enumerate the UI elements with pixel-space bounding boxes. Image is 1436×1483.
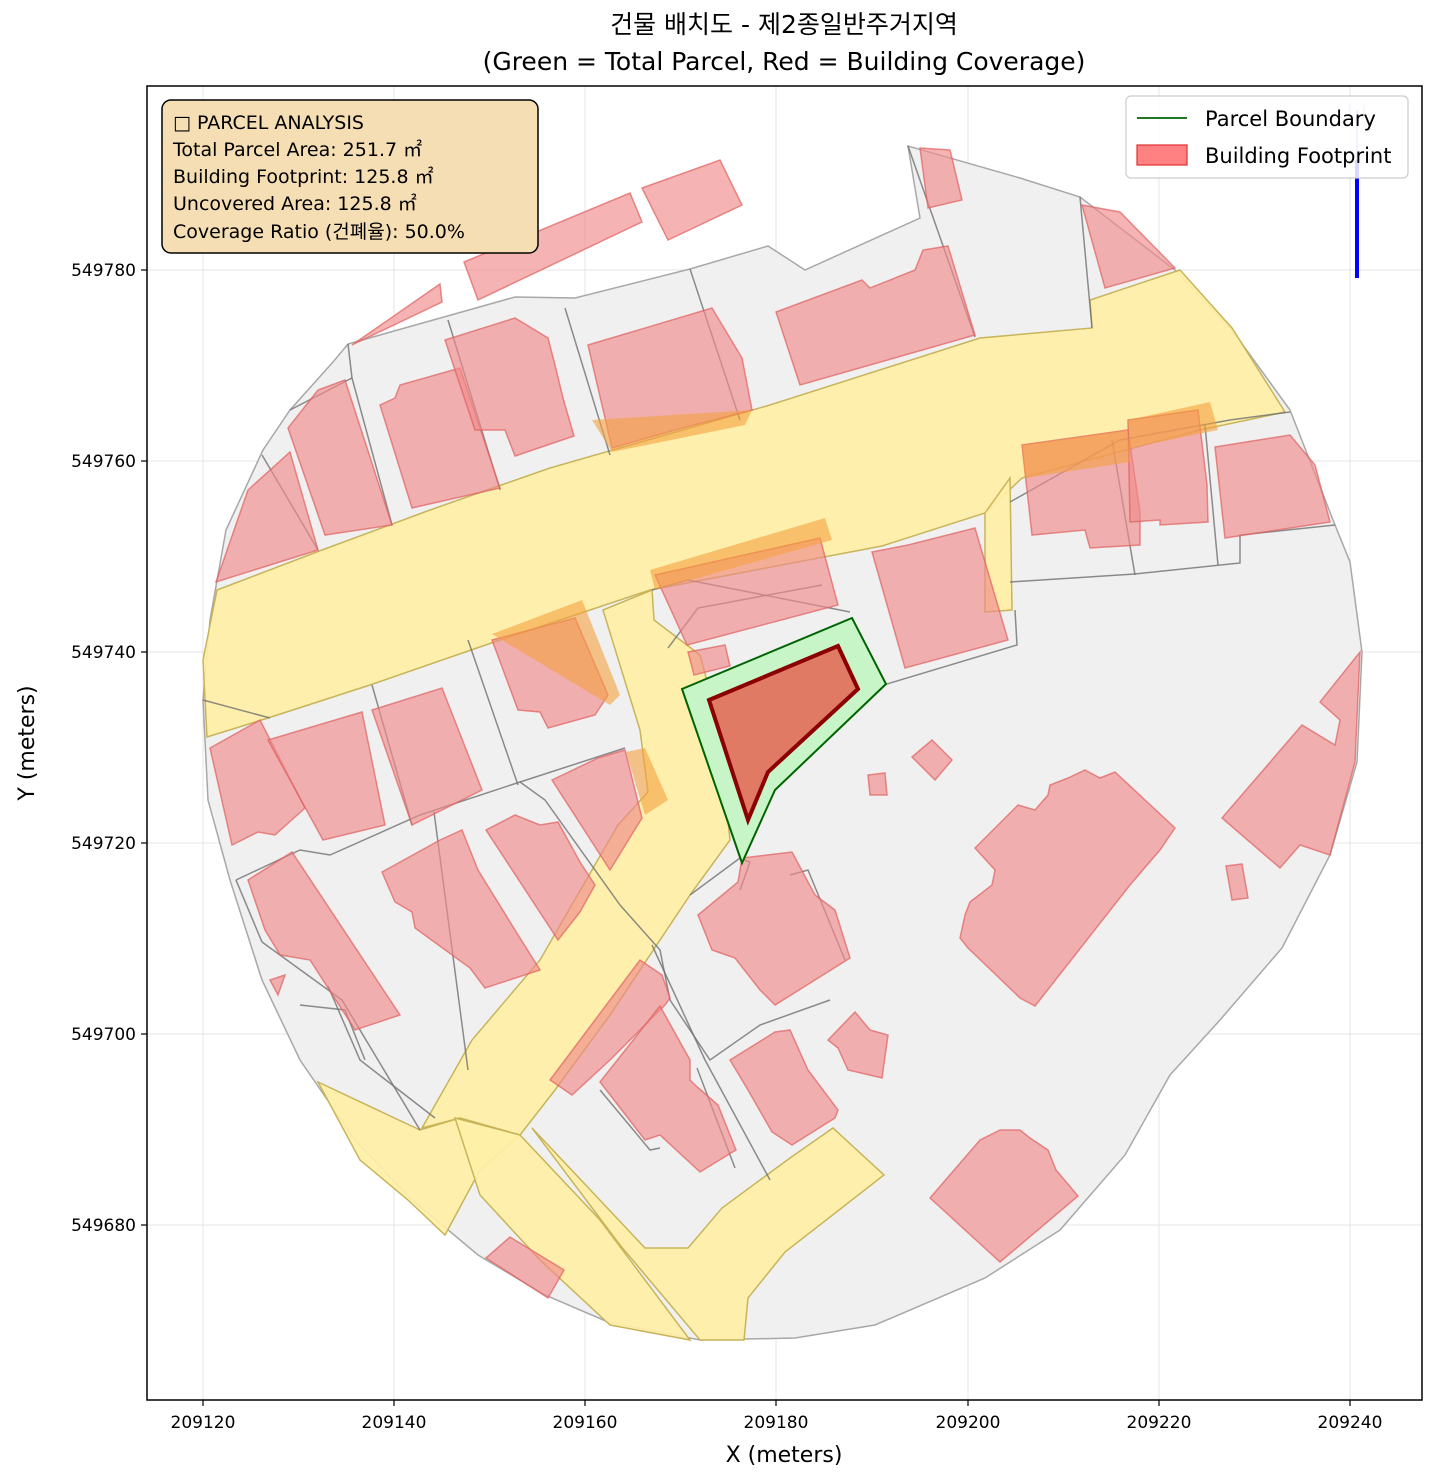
parcel-analysis-box: □ PARCEL ANALYSIS Total Parcel Area: 251… <box>161 99 539 254</box>
building <box>1080 204 1177 289</box>
x-tick-label: 209140 <box>362 1413 427 1433</box>
total-parcel-area: Total Parcel Area: 251.7 ㎡ <box>172 138 422 161</box>
x-tick-label: 209200 <box>936 1413 1001 1433</box>
building <box>247 850 402 1031</box>
x-tick-label: 209240 <box>1318 1413 1383 1433</box>
building <box>1220 649 1361 870</box>
y-tick-label: 549680 <box>71 1216 136 1236</box>
legend: Parcel Boundary Building Footprint <box>1125 95 1409 179</box>
legend-swatch-building <box>1136 144 1188 166</box>
building <box>775 245 976 386</box>
building-footprint[interactable] <box>706 643 861 826</box>
building <box>959 769 1176 1007</box>
legend-label-building: Building Footprint <box>1205 144 1391 168</box>
building <box>214 450 319 584</box>
y-tick-label: 549780 <box>71 261 136 281</box>
x-tick-label: 209120 <box>171 1413 236 1433</box>
x-tick-label: 209160 <box>553 1413 618 1433</box>
building <box>548 958 671 1096</box>
roads <box>202 269 1287 1342</box>
y-tick-label: 549740 <box>71 643 136 663</box>
context-buildings <box>209 147 1361 1300</box>
building-footprint-area: Building Footprint: 125.8 ㎡ <box>173 165 434 188</box>
coverage-ratio: Coverage Ratio (건폐율): 50.0% <box>173 221 465 243</box>
y-tick-label: 549700 <box>71 1025 136 1045</box>
building <box>287 379 393 536</box>
x-tick-label: 209180 <box>744 1413 809 1433</box>
building <box>1214 434 1331 539</box>
building <box>687 644 731 676</box>
building <box>599 1004 737 1173</box>
road-south-diagonal <box>453 1116 692 1342</box>
building <box>266 711 386 841</box>
plot-area <box>146 85 1423 1401</box>
uncovered-area: Uncovered Area: 125.8 ㎡ <box>173 192 417 215</box>
y-tick-label: 549760 <box>71 452 136 472</box>
building <box>871 527 1009 669</box>
building <box>1225 863 1249 901</box>
building <box>640 159 744 241</box>
building <box>463 192 643 302</box>
y-axis-label: Y (meters) <box>15 685 40 801</box>
info-box-title: □ PARCEL ANALYSIS <box>173 112 364 134</box>
map-title-line-2: (Green = Total Parcel, Red = Building Co… <box>483 47 1086 76</box>
building <box>867 772 888 796</box>
legend-label-parcel: Parcel Boundary <box>1205 107 1376 131</box>
building <box>484 814 596 942</box>
building <box>268 973 287 997</box>
building <box>484 1236 566 1300</box>
map-title-line-1: 건물 배치도 - 제2종일반주거지역 <box>610 10 958 39</box>
x-axis-label: X (meters) <box>726 1443 843 1468</box>
building <box>826 1010 889 1079</box>
building <box>550 749 643 872</box>
building <box>910 738 954 782</box>
x-tick-label: 209220 <box>1127 1413 1192 1433</box>
building <box>351 282 443 346</box>
x-axis <box>202 1400 1351 1406</box>
building <box>381 828 542 989</box>
building <box>919 147 963 209</box>
y-axis <box>141 269 147 1226</box>
building <box>444 317 575 457</box>
road-south-curve <box>531 1127 886 1341</box>
building <box>728 1029 839 1146</box>
building <box>928 1129 1080 1263</box>
building <box>371 687 483 827</box>
road-building-overlaps <box>492 402 1218 815</box>
building <box>209 718 306 847</box>
y-tick-label: 549720 <box>71 834 136 854</box>
